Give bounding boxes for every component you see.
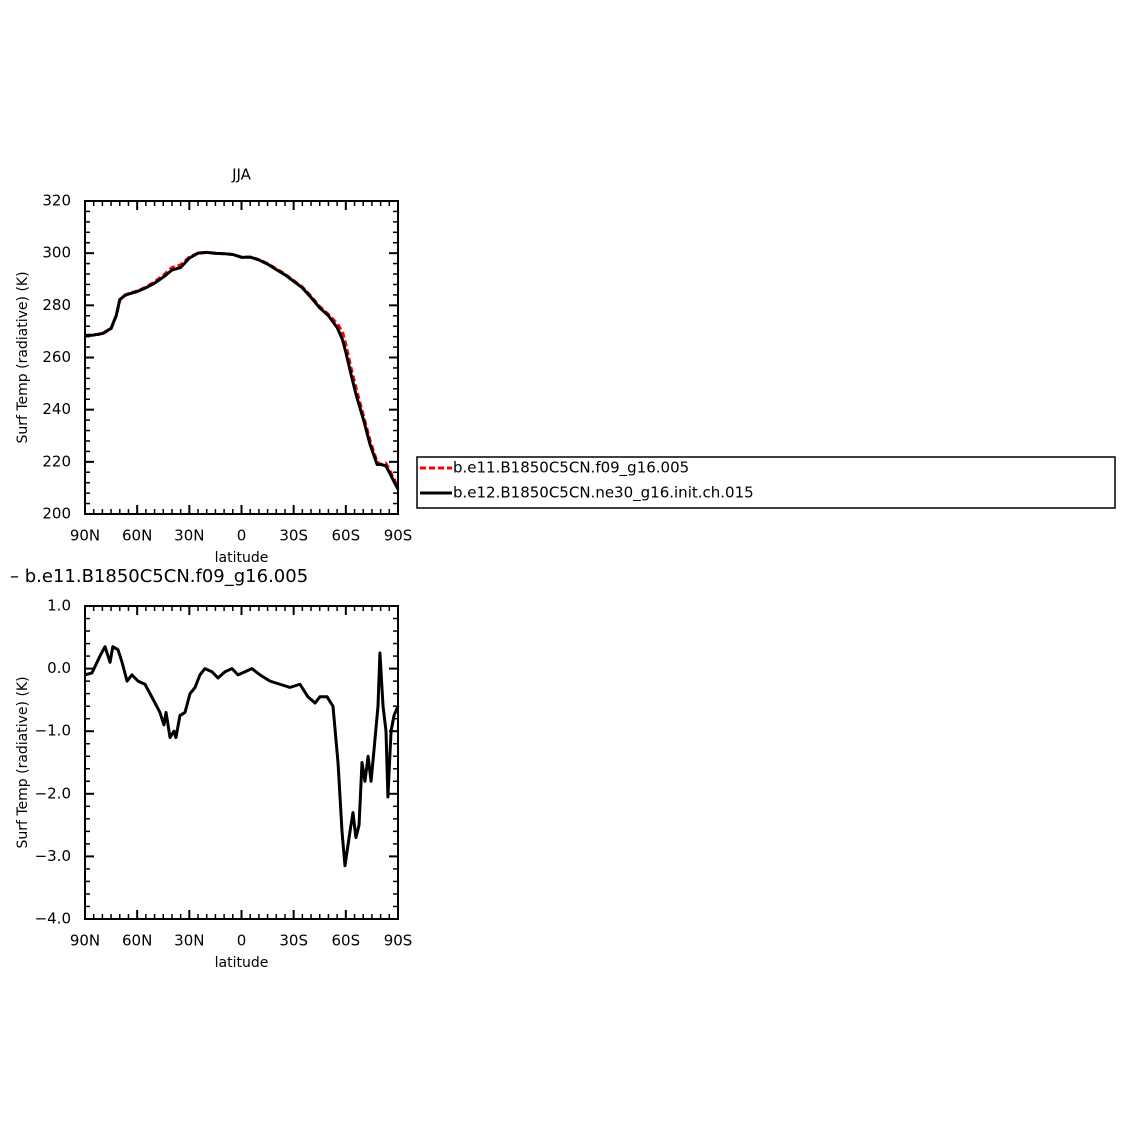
data-line	[84, 645, 400, 868]
y-tick-label: 0.0	[47, 659, 71, 677]
y-tick-label: 320	[42, 192, 71, 210]
x-axis-label: latitude	[215, 955, 269, 971]
y-axis-label: Surf Temp (radiative) (K)	[15, 676, 31, 848]
x-tick-label: 0	[237, 527, 247, 545]
y-tick-label: 200	[42, 505, 71, 523]
plot-frame	[84, 200, 399, 515]
x-tick-label: 30S	[279, 527, 308, 545]
y-tick-label: 220	[42, 452, 71, 470]
plot-frame	[84, 605, 399, 920]
x-tick-label: 60S	[332, 932, 361, 950]
x-tick-label: 30S	[279, 932, 308, 950]
y-tick-label: 280	[42, 296, 71, 314]
chart-title: JJA	[231, 166, 252, 184]
x-tick-label: 0	[237, 932, 247, 950]
x-tick-label: 60S	[332, 527, 361, 545]
legend-label: b.e11.B1850C5CN.f09_g16.005	[453, 459, 689, 478]
x-tick-label: 90N	[70, 932, 100, 950]
y-tick-label: 260	[42, 348, 71, 366]
x-tick-label: 90S	[384, 527, 413, 545]
y-tick-label: −3.0	[35, 847, 71, 865]
x-tick-label: 60N	[122, 527, 152, 545]
x-tick-label: 30N	[174, 527, 204, 545]
data-line	[84, 250, 400, 490]
y-tick-label: 300	[42, 244, 71, 262]
x-tick-label: 30N	[174, 932, 204, 950]
x-tick-label: 90S	[384, 932, 413, 950]
y-axis-label: Surf Temp (radiative) (K)	[15, 271, 31, 443]
legend-box	[416, 456, 1116, 509]
y-tick-label: −1.0	[35, 722, 71, 740]
legend-label: b.e12.B1850C5CN.ne30_g16.init.ch.015	[453, 484, 754, 503]
x-tick-label: 60N	[122, 932, 152, 950]
chart-title: – b.e11.B1850C5CN.f09_g16.005	[10, 566, 308, 587]
x-tick-label: 90N	[70, 527, 100, 545]
y-tick-label: −2.0	[35, 784, 71, 802]
y-tick-label: 240	[42, 400, 71, 418]
y-tick-label: −4.0	[35, 910, 71, 928]
y-tick-label: 1.0	[47, 597, 71, 615]
x-axis-label: latitude	[215, 550, 269, 566]
